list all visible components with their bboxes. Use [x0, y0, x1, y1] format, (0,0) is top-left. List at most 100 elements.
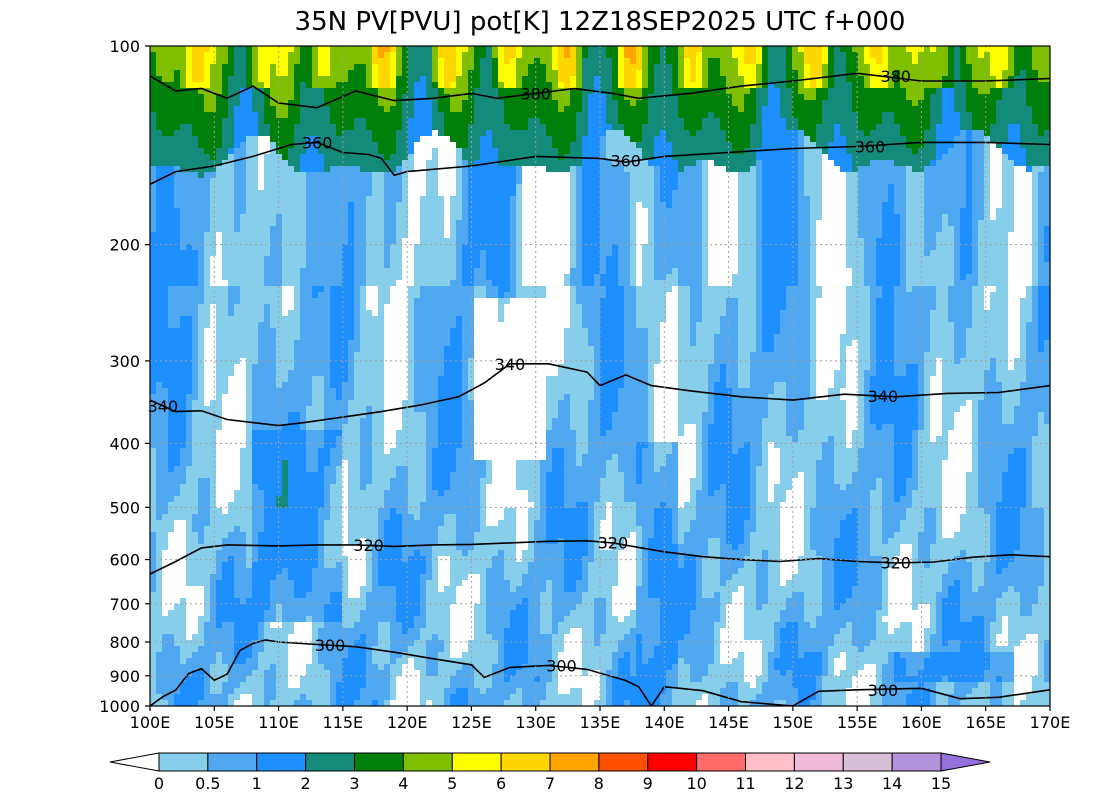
pv-cell [396, 544, 403, 551]
pv-cell [204, 148, 211, 155]
pv-cell [162, 460, 169, 467]
pv-cell [360, 316, 367, 323]
pv-cell [276, 208, 283, 215]
pv-cell [324, 70, 331, 77]
pv-cell [336, 520, 343, 527]
pv-cell [252, 454, 259, 461]
pv-cell [342, 316, 349, 323]
pv-cell [282, 454, 289, 461]
pv-cell [270, 418, 277, 425]
pv-cell [174, 280, 181, 287]
pv-cell [384, 136, 391, 143]
pv-cell [300, 148, 307, 155]
pv-cell [264, 190, 271, 197]
pv-cell [306, 694, 313, 701]
pv-cell [210, 538, 217, 545]
pv-cell [156, 340, 163, 347]
pv-cell [390, 184, 397, 191]
chart-title: 35N PV[PVU] pot[K] 12Z18SEP2025 UTC f+00… [295, 7, 906, 37]
pv-cell [252, 550, 259, 557]
pv-cell [348, 628, 355, 635]
pv-cell [276, 454, 283, 461]
pv-cell [396, 598, 403, 605]
pv-cell [276, 304, 283, 311]
pv-cell [300, 220, 307, 227]
pv-cell [378, 388, 385, 395]
pv-cell [228, 634, 235, 641]
pv-cell [396, 160, 403, 167]
pv-cell [264, 592, 271, 599]
pv-cell [234, 460, 241, 467]
pv-cell [372, 562, 379, 569]
pv-cell [300, 628, 307, 635]
pv-cell [360, 646, 367, 653]
pv-cell [252, 430, 259, 437]
pv-cell [174, 670, 181, 677]
pv-cell [222, 574, 229, 581]
pv-cell [396, 256, 403, 263]
pv-cell [372, 544, 379, 551]
pv-cell [396, 208, 403, 215]
pv-cell [180, 214, 187, 221]
pv-cell [150, 670, 157, 677]
pv-cell [180, 616, 187, 623]
pv-cell [276, 550, 283, 557]
pv-cell [288, 46, 295, 53]
pv-cell [348, 226, 355, 233]
pv-cell [390, 514, 397, 521]
pv-cell [180, 82, 187, 89]
pv-cell [210, 508, 217, 515]
pv-cell [150, 220, 157, 227]
pv-cell [396, 52, 403, 59]
pv-cell [252, 694, 259, 701]
pv-cell [282, 550, 289, 557]
pv-cell [282, 652, 289, 659]
pv-cell [276, 448, 283, 455]
pv-cell [246, 256, 253, 263]
pv-cell [276, 346, 283, 353]
pv-cell [282, 502, 289, 509]
pv-cell [324, 64, 331, 71]
pv-cell [180, 646, 187, 653]
pv-cell [348, 430, 355, 437]
pv-cell [390, 112, 397, 119]
pv-cell [162, 304, 169, 311]
pv-cell [408, 394, 415, 401]
pv-cell [348, 334, 355, 341]
pv-cell [294, 610, 301, 617]
pv-cell [354, 340, 361, 347]
pv-cell [342, 124, 349, 131]
pv-cell [150, 394, 157, 401]
pv-cell [324, 520, 331, 527]
pv-cell [306, 346, 313, 353]
pv-cell [216, 394, 223, 401]
pv-cell [402, 574, 409, 581]
pv-cell [414, 280, 421, 287]
pv-cell [396, 94, 403, 101]
pv-cell [222, 316, 229, 323]
pv-cell [186, 322, 193, 329]
pv-cell [384, 634, 391, 641]
pv-cell [252, 316, 259, 323]
pv-cell [312, 646, 319, 653]
pv-cell [384, 454, 391, 461]
pv-cell [210, 70, 217, 77]
pv-cell [150, 508, 157, 515]
pv-cell [294, 586, 301, 593]
pv-cell [234, 262, 241, 269]
pv-cell [156, 454, 163, 461]
pv-cell [312, 352, 319, 359]
pv-cell [192, 46, 199, 53]
pv-cell [258, 148, 265, 155]
pv-cell [408, 286, 415, 293]
pv-cell [336, 226, 343, 233]
pv-cell [252, 418, 259, 425]
pv-cell [252, 388, 259, 395]
pv-cell [240, 106, 247, 113]
pv-cell [156, 352, 163, 359]
pv-cell [216, 70, 223, 77]
pv-cell [156, 544, 163, 551]
pv-cell [240, 172, 247, 179]
pv-cell [318, 700, 325, 706]
pv-cell [390, 346, 397, 353]
